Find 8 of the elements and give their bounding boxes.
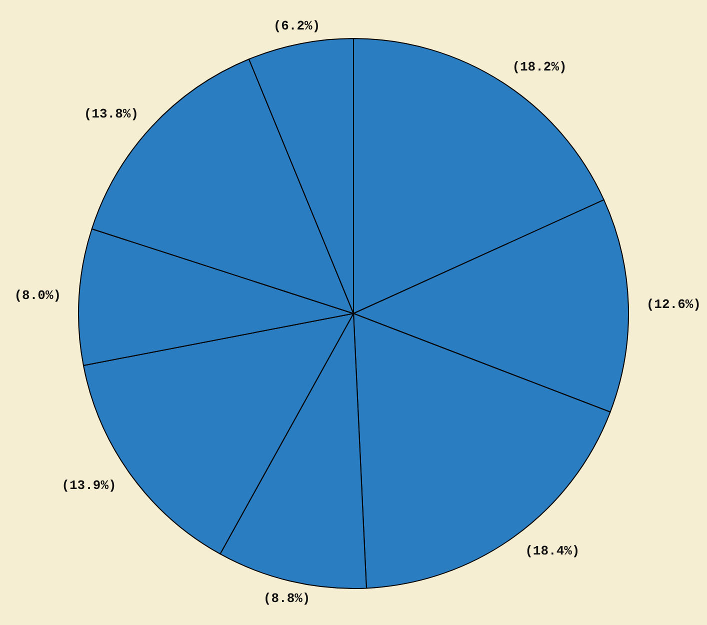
data-label: (13.9%)	[62, 478, 116, 493]
data-label: (18.2%)	[512, 59, 567, 74]
data-label: (13.8%)	[84, 106, 138, 122]
data-label: (12.6%)	[646, 297, 701, 312]
data-label: (8.0%)	[14, 288, 62, 303]
data-label: (18.4%)	[525, 543, 580, 558]
data-label: (8.8%)	[263, 591, 310, 606]
data-label: (6.2%)	[273, 18, 320, 34]
